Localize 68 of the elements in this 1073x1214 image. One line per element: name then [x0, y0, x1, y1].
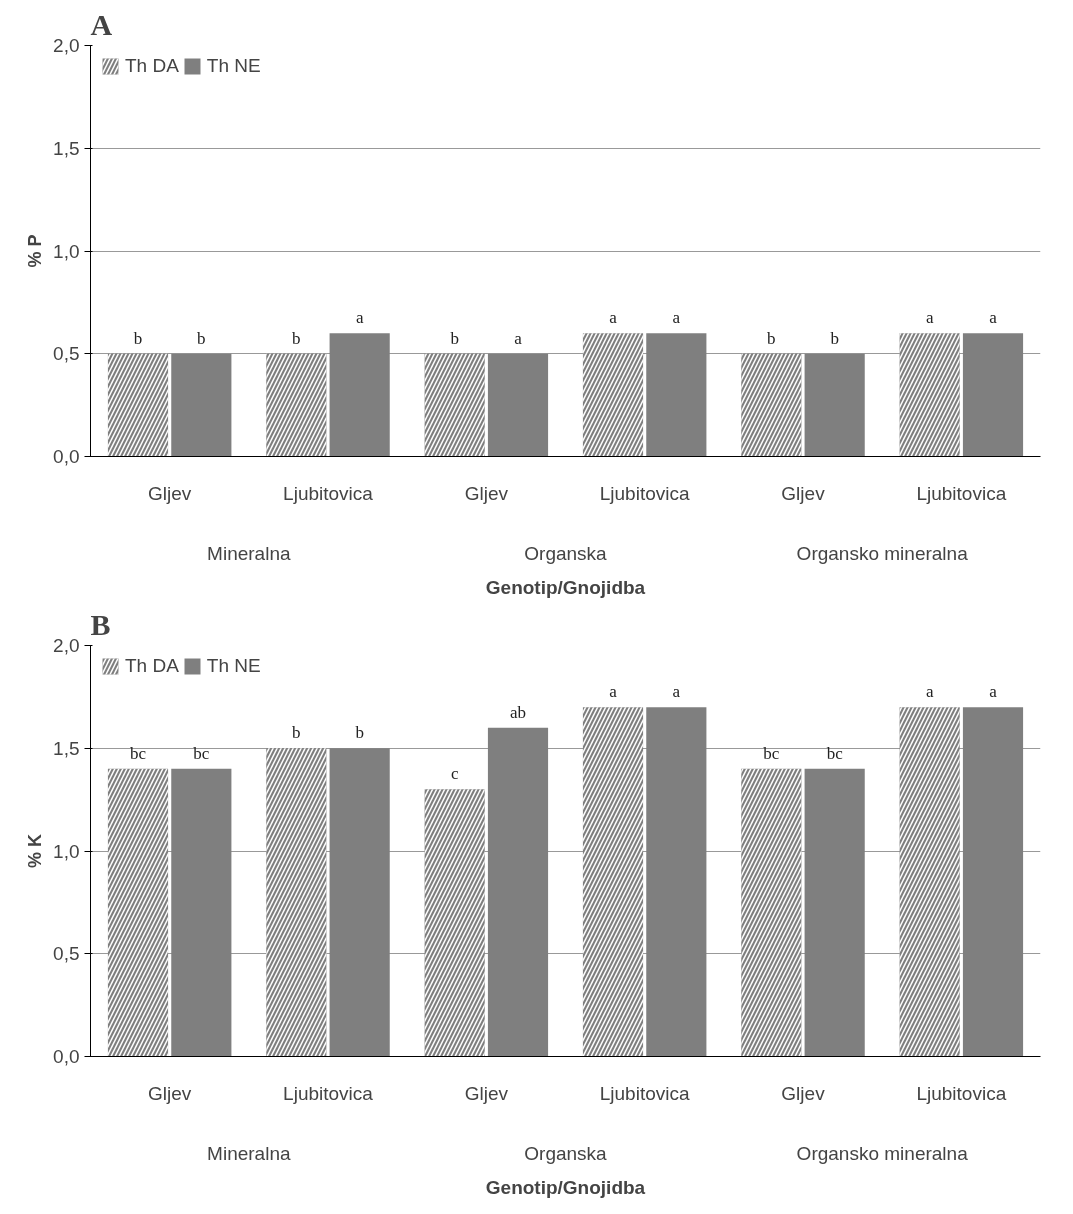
data-label: a [925, 308, 934, 328]
legend-label: Th DA [125, 655, 179, 677]
chart-title: A [90, 7, 113, 41]
data-label: a [989, 308, 998, 328]
y-tick-label: 2,0 [53, 635, 80, 656]
text: Organska [524, 1142, 608, 1164]
x-axis-title: Genotip/Gnojidba [485, 576, 646, 598]
x-tick-label: Ljubitovica [599, 482, 690, 504]
bar [329, 748, 390, 1057]
x-tick-label: Gljev [148, 1082, 192, 1104]
y-tick-label: 1,5 [53, 137, 80, 159]
x-tick-label: Gljev [781, 1082, 826, 1104]
x-tick-label: Gljev [148, 482, 192, 504]
bar [804, 768, 865, 1057]
x-tick-label: Ljubitovica [283, 482, 374, 504]
data-label: b [355, 723, 364, 743]
x-tick-label: Gljev [464, 1082, 509, 1104]
y-tick-label: 1,0 [53, 840, 80, 862]
legend-label: Th DA [125, 55, 179, 77]
legend-label: Th NE [206, 655, 261, 677]
data-label: bc [826, 743, 844, 763]
x-tick-label: Ljubitovica [599, 1082, 690, 1104]
x-tick-label: Ljubitovica [283, 1082, 374, 1104]
y-tick-label: 1,0 [53, 240, 80, 262]
data-label: a [609, 308, 618, 328]
data-label: a [514, 328, 523, 348]
bar [487, 727, 549, 1057]
x-tick-label: Gljev [781, 482, 826, 504]
text: Organsko mineralna [796, 542, 969, 564]
data-label: b [197, 328, 206, 348]
legend-label: Th NE [206, 55, 261, 77]
data-label: b [830, 328, 839, 348]
data-label: bc [763, 743, 780, 763]
y-axis-title: % K [25, 833, 46, 868]
data-label: b [292, 328, 301, 348]
y-tick-label: 0,0 [53, 1046, 80, 1067]
data-label: b [767, 328, 776, 348]
bar [171, 768, 232, 1057]
data-label: b [292, 723, 301, 743]
y-tick-label: 0,0 [53, 446, 80, 467]
data-label: a [925, 682, 934, 702]
data-label: a [609, 682, 618, 702]
data-label: a [672, 308, 681, 328]
bar [962, 707, 1024, 1057]
y-tick-label: 0,5 [53, 943, 80, 965]
text: Organska [524, 542, 608, 564]
data-label: bc [193, 743, 210, 763]
data-label: b [450, 328, 459, 348]
y-axis-title: % P [25, 234, 46, 268]
text: Mineralna [207, 542, 291, 564]
text: Organsko mineralna [796, 1142, 969, 1164]
x-tick-label: Gljev [464, 482, 509, 504]
y-tick-label: 1,5 [53, 737, 80, 759]
x-tick-label: Ljubitovica [916, 482, 1007, 504]
data-label: a [989, 682, 998, 702]
data-label: a [672, 682, 681, 702]
y-tick-label: 0,5 [53, 343, 80, 365]
data-label: ab [509, 702, 527, 722]
text: Mineralna [207, 1142, 291, 1164]
data-label: a [355, 308, 364, 328]
bar [646, 707, 707, 1057]
chart-title: B [90, 607, 111, 641]
data-label: c [450, 764, 459, 784]
y-tick-label: 2,0 [53, 35, 80, 56]
data-label: bc [129, 743, 147, 763]
x-axis-title: Genotip/Gnojidba [485, 1176, 646, 1198]
data-label: b [133, 328, 143, 348]
x-tick-label: Ljubitovica [916, 1082, 1007, 1104]
